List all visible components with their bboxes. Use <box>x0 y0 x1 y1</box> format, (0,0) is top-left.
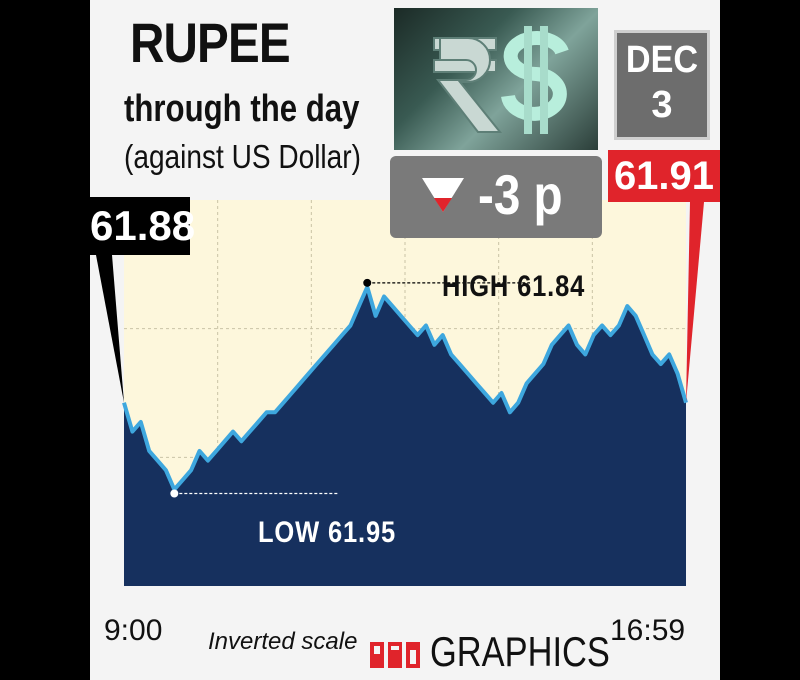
change-value: -3 p <box>478 163 563 226</box>
x-tick-end: 16:59 <box>610 614 686 647</box>
close-pointer <box>686 202 704 403</box>
x-tick-start: 9:00 <box>104 614 163 647</box>
close-value-badge: 61.91 <box>608 150 720 202</box>
infographic-card: RUPEE through the day (against US Dollar… <box>90 0 720 680</box>
chart-svg <box>96 200 704 586</box>
date-box: DEC 3 <box>614 30 710 140</box>
currency-emblem <box>394 8 598 150</box>
down-triangle-icon <box>422 178 464 212</box>
open-pointer <box>96 255 124 403</box>
high-annotation: HIGH 61.84 <box>442 270 586 303</box>
scale-note: Inverted scale <box>208 628 358 655</box>
chart-subtitle-line2: (against US Dollar) <box>124 138 361 175</box>
date-day: 3 <box>651 84 673 126</box>
open-value-badge: 61.88 <box>90 197 195 255</box>
graphics-logo-text: GRAPHICS <box>430 628 610 675</box>
low-annotation: LOW 61.95 <box>258 516 397 549</box>
change-box: -3 p <box>390 156 602 238</box>
series-line <box>122 284 688 492</box>
rupee-dollar-icon <box>433 26 569 134</box>
pti-logo-icon <box>370 642 420 668</box>
chart-title: RUPEE <box>130 11 291 74</box>
date-month: DEC <box>625 39 699 81</box>
chart-subtitle-line1: through the day <box>124 88 360 130</box>
